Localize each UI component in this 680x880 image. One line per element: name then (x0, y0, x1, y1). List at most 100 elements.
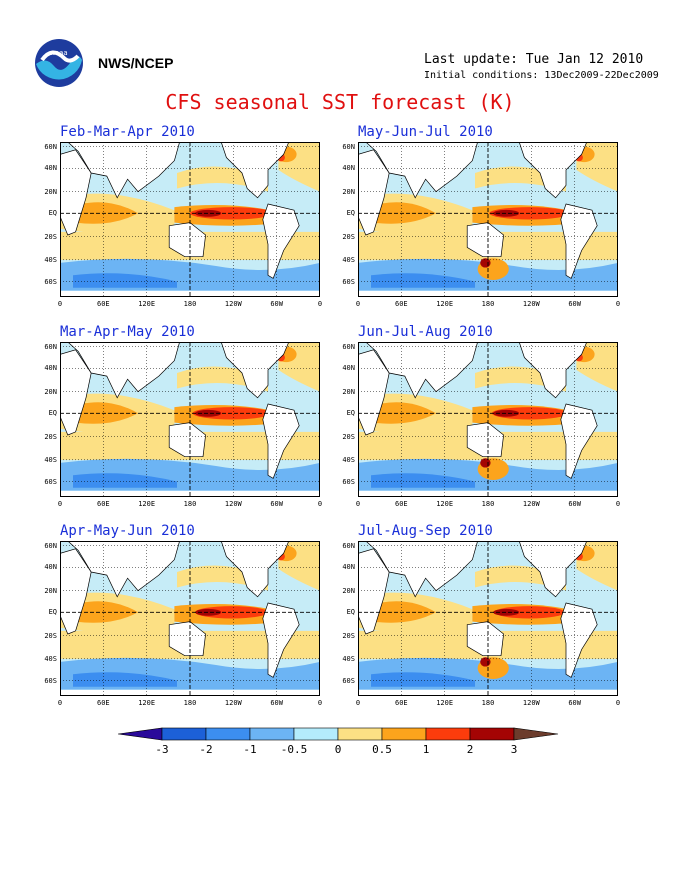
longitude-label: 180 (183, 500, 197, 508)
colorbar-tick-label: 1 (422, 743, 430, 756)
latitude-label: EQ (48, 409, 57, 418)
latitude-label: 40N (44, 164, 57, 173)
colorbar-tick-label: 0.5 (372, 743, 392, 756)
sst-anomaly-map (60, 541, 320, 696)
latitude-label: 20S (44, 432, 57, 441)
latitude-label: EQ (48, 209, 57, 218)
colorbar-tick-label: -2 (199, 743, 213, 756)
latitude-label: 40N (44, 364, 57, 373)
latitude-label: 20S (342, 232, 355, 241)
longitude-label: 120E (436, 699, 454, 707)
longitude-label: 120W (224, 699, 242, 707)
longitude-label: 120E (138, 699, 156, 707)
colorbar-segment (205, 727, 251, 741)
latitude-label: EQ (48, 608, 57, 617)
latitude-label: 20N (342, 387, 355, 396)
longitude-label: 60E (97, 699, 110, 707)
latitude-label: 60N (342, 342, 355, 351)
latitude-label: 60N (44, 541, 57, 550)
longitude-label: 0 (317, 500, 323, 508)
latitude-label: 60N (44, 342, 57, 351)
colorbar-tick-label: 0 (334, 743, 342, 756)
longitude-label: 180 (481, 300, 495, 308)
longitude-label: 120W (224, 500, 242, 508)
latitude-label: 40S (44, 654, 57, 663)
colorbar (118, 727, 559, 741)
panel-title: Feb-Mar-Apr 2010 (60, 124, 195, 140)
latitude-label: EQ (346, 409, 355, 418)
panel-title: Mar-Apr-May 2010 (60, 324, 195, 340)
last-update-text: Last update: Tue Jan 12 2010 (424, 52, 644, 67)
sst-map-panel (60, 541, 320, 696)
page-title: CFS seasonal SST forecast (K) (165, 90, 515, 114)
longitude-label: 0 (355, 300, 361, 308)
latitude-label: 20S (44, 631, 57, 640)
latitude-label: 20S (342, 432, 355, 441)
sst-map-panel (358, 142, 618, 297)
latitude-label: 60S (342, 477, 355, 486)
colorbar-tick-label: -3 (155, 743, 169, 756)
latitude-label: 40N (44, 563, 57, 572)
noaa-logo: noaa (35, 39, 83, 87)
latitude-label: 40S (44, 255, 57, 264)
colorbar-segment (381, 727, 427, 741)
colorbar-segment (161, 727, 207, 741)
longitude-label: 120E (138, 300, 156, 308)
latitude-label: EQ (346, 209, 355, 218)
longitude-label: 0 (355, 500, 361, 508)
sst-anomaly-map (358, 142, 618, 297)
longitude-label: 120W (522, 699, 540, 707)
latitude-label: 20S (44, 232, 57, 241)
latitude-label: 40S (342, 255, 355, 264)
latitude-label: 20N (342, 586, 355, 595)
sst-map-panel (60, 342, 320, 497)
latitude-label: 60S (44, 676, 57, 685)
longitude-label: 0 (57, 300, 63, 308)
longitude-label: 60W (270, 500, 283, 508)
longitude-label: 0 (317, 300, 323, 308)
longitude-label: 60W (568, 300, 581, 308)
latitude-label: 60N (342, 142, 355, 151)
colorbar-segment (469, 727, 515, 741)
longitude-label: 0 (57, 500, 63, 508)
longitude-label: 120E (436, 300, 454, 308)
longitude-label: 180 (183, 300, 197, 308)
panel-title: Apr-May-Jun 2010 (60, 523, 195, 539)
initial-conditions-text: Initial conditions: 13Dec2009-22Dec2009 (424, 70, 659, 81)
longitude-label: 120W (224, 300, 242, 308)
latitude-label: EQ (346, 608, 355, 617)
latitude-label: 20N (44, 586, 57, 595)
latitude-label: 60N (44, 142, 57, 151)
colorbar-segment (513, 727, 559, 741)
longitude-label: 60E (395, 300, 408, 308)
longitude-label: 180 (481, 500, 495, 508)
longitude-label: 60W (568, 699, 581, 707)
latitude-label: 40S (44, 455, 57, 464)
colorbar-tick-label: -0.5 (280, 743, 308, 756)
longitude-label: 0 (317, 699, 323, 707)
latitude-label: 40S (342, 455, 355, 464)
latitude-label: 60S (342, 676, 355, 685)
longitude-label: 180 (183, 699, 197, 707)
organization-label: NWS/NCEP (98, 55, 174, 71)
sst-map-panel (358, 342, 618, 497)
colorbar-tick-label: 3 (510, 743, 518, 756)
svg-text:noaa: noaa (50, 49, 67, 57)
latitude-label: 40N (342, 364, 355, 373)
sst-anomaly-map (60, 142, 320, 297)
latitude-label: 40N (342, 563, 355, 572)
longitude-label: 120E (138, 500, 156, 508)
longitude-label: 60E (395, 699, 408, 707)
latitude-label: 40S (342, 654, 355, 663)
latitude-label: 20S (342, 631, 355, 640)
longitude-label: 60E (97, 300, 110, 308)
sst-anomaly-map (358, 541, 618, 696)
latitude-label: 20N (342, 187, 355, 196)
colorbar-segment (425, 727, 471, 741)
longitude-label: 0 (615, 500, 621, 508)
panel-title: May-Jun-Jul 2010 (358, 124, 493, 140)
panel-title: Jul-Aug-Sep 2010 (358, 523, 493, 539)
longitude-label: 0 (57, 699, 63, 707)
latitude-label: 60S (342, 277, 355, 286)
colorbar-tick-label: -1 (243, 743, 257, 756)
